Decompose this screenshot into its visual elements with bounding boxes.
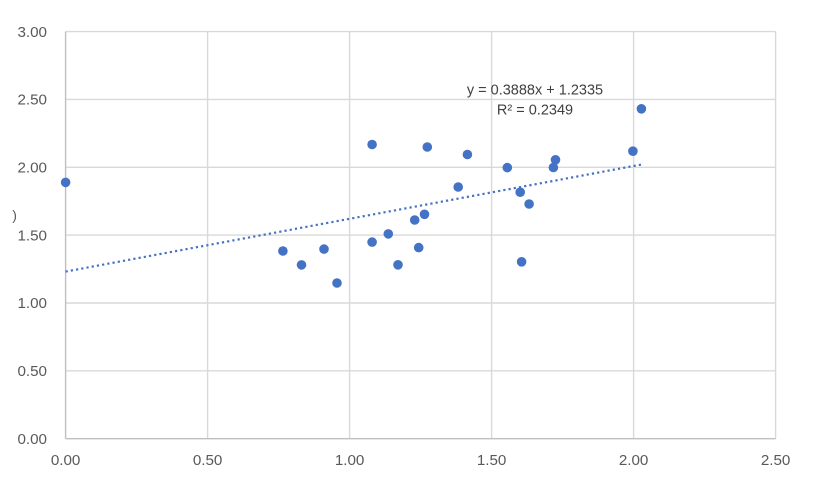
svg-text:1.50: 1.50: [17, 227, 47, 244]
svg-text:3.00: 3.00: [17, 24, 47, 41]
svg-text:0.50: 0.50: [17, 363, 47, 380]
svg-text:R² = 0.2349: R² = 0.2349: [497, 102, 573, 118]
svg-text:1.00: 1.00: [335, 452, 365, 469]
svg-text:2.00: 2.00: [17, 160, 47, 177]
svg-text:y = 0.3888x + 1.2335: y = 0.3888x + 1.2335: [467, 82, 603, 98]
svg-text:2.00: 2.00: [619, 452, 649, 469]
svg-text:1.50: 1.50: [477, 452, 507, 469]
svg-text:0.00: 0.00: [17, 431, 47, 448]
svg-text:2.50: 2.50: [17, 92, 47, 109]
svg-text:0.50: 0.50: [193, 452, 223, 469]
svg-text:2.50: 2.50: [761, 452, 791, 469]
svg-text:0.00: 0.00: [51, 452, 81, 469]
svg-text:1.00: 1.00: [17, 295, 47, 312]
svg-text:): ): [12, 207, 17, 223]
